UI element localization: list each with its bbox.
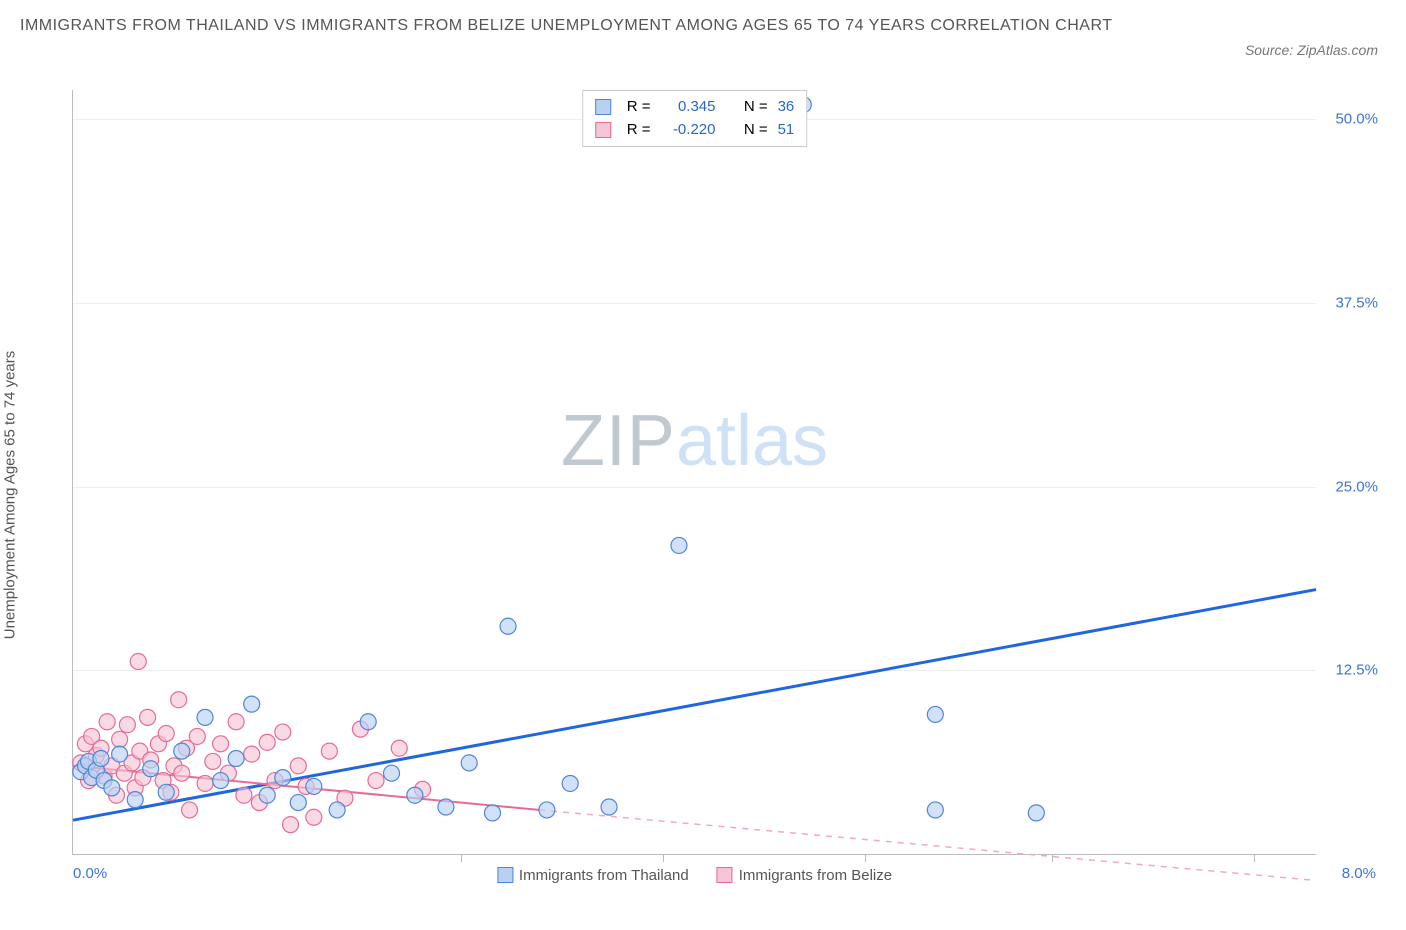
legend-label-2: Immigrants from Belize <box>739 867 892 884</box>
data-point <box>259 734 275 750</box>
data-point <box>236 787 252 803</box>
data-point <box>189 728 205 744</box>
data-point <box>671 537 687 553</box>
data-point <box>927 802 943 818</box>
data-point <box>275 770 291 786</box>
data-point <box>407 787 423 803</box>
data-point <box>391 740 407 756</box>
data-point <box>562 775 578 791</box>
data-point <box>360 714 376 730</box>
stats-row-1: R = 0.345 N = 36 <box>595 95 795 118</box>
data-point <box>130 654 146 670</box>
plot-area: ZIPatlas R = 0.345 N = 36 R = -0.220 N =… <box>72 90 1316 855</box>
x-tick <box>1254 854 1255 862</box>
data-point <box>228 751 244 767</box>
x-tick <box>865 854 866 862</box>
data-point <box>290 795 306 811</box>
data-point <box>927 706 943 722</box>
n-label-1: N = <box>744 95 768 118</box>
stats-row-2: R = -0.220 N = 51 <box>595 118 795 141</box>
data-point <box>500 618 516 634</box>
data-point <box>539 802 555 818</box>
swatch-series-2b <box>717 867 733 883</box>
data-point <box>329 802 345 818</box>
legend-item-1: Immigrants from Thailand <box>497 867 689 884</box>
x-tick <box>663 854 664 862</box>
data-point <box>485 805 501 821</box>
data-point <box>112 731 128 747</box>
data-point <box>283 817 299 833</box>
data-point <box>171 692 187 708</box>
data-point <box>174 765 190 781</box>
data-point <box>205 753 221 769</box>
y-tick-label: 25.0% <box>1335 478 1378 495</box>
data-point <box>306 809 322 825</box>
n-value-2: 51 <box>778 118 795 141</box>
data-point <box>368 773 384 789</box>
data-point <box>306 778 322 794</box>
chart-title: IMMIGRANTS FROM THAILAND VS IMMIGRANTS F… <box>20 14 1120 39</box>
data-point <box>259 787 275 803</box>
data-point <box>197 775 213 791</box>
data-point <box>601 799 617 815</box>
data-point <box>119 717 135 733</box>
data-point <box>104 780 120 796</box>
data-point <box>127 792 143 808</box>
r-label-1: R = <box>627 95 651 118</box>
y-axis-label: Unemployment Among Ages 65 to 74 years <box>2 351 19 640</box>
y-tick-label: 12.5% <box>1335 662 1378 679</box>
n-value-1: 36 <box>778 95 795 118</box>
data-point <box>228 714 244 730</box>
swatch-series-1b <box>497 867 513 883</box>
swatch-series-1 <box>595 99 611 115</box>
plot-svg <box>73 90 1316 854</box>
data-point <box>321 743 337 759</box>
data-point <box>438 799 454 815</box>
r-value-2: -0.220 <box>660 118 715 141</box>
data-point <box>213 736 229 752</box>
data-point <box>290 758 306 774</box>
r-label-2: R = <box>627 118 651 141</box>
bottom-legend: Immigrants from Thailand Immigrants from… <box>497 867 892 884</box>
x-min-label: 0.0% <box>73 865 107 882</box>
data-point <box>158 726 174 742</box>
swatch-series-2 <box>595 122 611 138</box>
data-point <box>197 709 213 725</box>
x-tick <box>461 854 462 862</box>
stats-legend-box: R = 0.345 N = 36 R = -0.220 N = 51 <box>582 90 808 147</box>
legend-label-1: Immigrants from Thailand <box>519 867 689 884</box>
n-label-2: N = <box>744 118 768 141</box>
data-point <box>174 743 190 759</box>
data-point <box>99 714 115 730</box>
y-tick-label: 37.5% <box>1335 295 1378 312</box>
data-point <box>213 773 229 789</box>
data-point <box>143 761 159 777</box>
source-label: Source: ZipAtlas.com <box>1245 42 1378 58</box>
data-point <box>244 696 260 712</box>
chart-container: Unemployment Among Ages 65 to 74 years Z… <box>20 80 1386 910</box>
data-point <box>275 724 291 740</box>
data-point <box>140 709 156 725</box>
data-point <box>158 784 174 800</box>
data-point <box>93 751 109 767</box>
data-point <box>384 765 400 781</box>
y-tick-label: 50.0% <box>1335 111 1378 128</box>
data-point <box>461 755 477 771</box>
x-tick <box>1052 854 1053 862</box>
data-point <box>182 802 198 818</box>
r-value-1: 0.345 <box>660 95 715 118</box>
x-max-label: 8.0% <box>1342 865 1376 882</box>
data-point <box>112 746 128 762</box>
legend-item-2: Immigrants from Belize <box>717 867 892 884</box>
data-point <box>244 746 260 762</box>
data-point <box>1028 805 1044 821</box>
